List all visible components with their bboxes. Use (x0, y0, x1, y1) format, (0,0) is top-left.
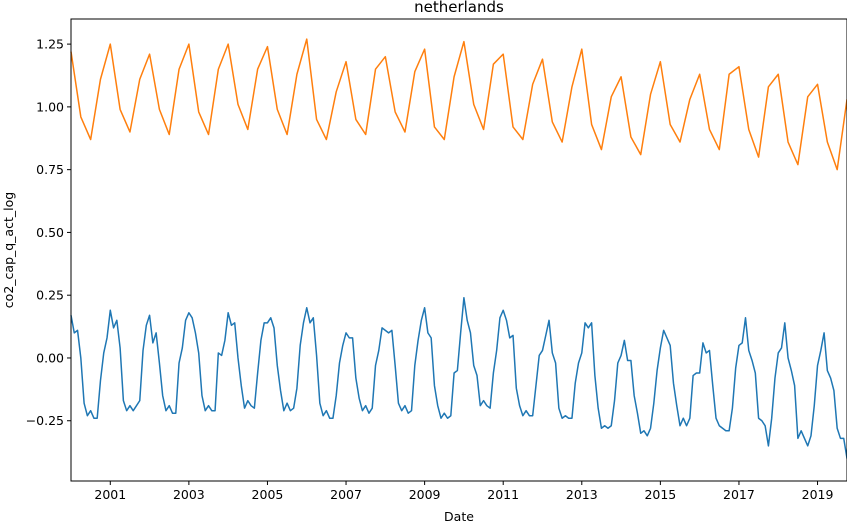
x-tick-label: 2009 (409, 487, 441, 502)
chart-title: netherlands (414, 0, 504, 16)
y-tick-label: 0.50 (36, 225, 64, 240)
x-tick-label: 2003 (173, 487, 205, 502)
y-tick-label: 0.00 (36, 350, 64, 365)
series-2-line (70, 38, 847, 171)
y-axis-label: co2_cap_q_act_log (1, 192, 16, 308)
y-tick-label: 1.00 (36, 99, 64, 114)
x-tick-label: 2005 (252, 487, 284, 502)
series-1-line (70, 296, 847, 460)
y-tick-label: 1.25 (36, 37, 64, 52)
y-tick-label: 0.25 (36, 288, 64, 303)
y-tick-label: −0.25 (26, 413, 64, 428)
x-tick-label: 2007 (330, 487, 362, 502)
x-tick-label: 2017 (723, 487, 755, 502)
y-tick-label: 0.75 (36, 162, 64, 177)
x-tick-label: 2019 (802, 487, 834, 502)
x-axis: 2001 2003 2005 2007 2009 2011 2013 2015 2017 2019 (94, 481, 833, 502)
x-tick-label: 2013 (566, 487, 598, 502)
x-tick-label: 2011 (487, 487, 519, 502)
x-tick-label: 2001 (94, 487, 126, 502)
x-tick-label: 2015 (644, 487, 676, 502)
y-axis: −0.25 0.00 0.25 0.50 0.75 1.00 1.25 (26, 37, 71, 428)
plot-frame (70, 18, 847, 482)
x-axis-label: Date (444, 509, 474, 524)
plot-area (70, 38, 847, 460)
